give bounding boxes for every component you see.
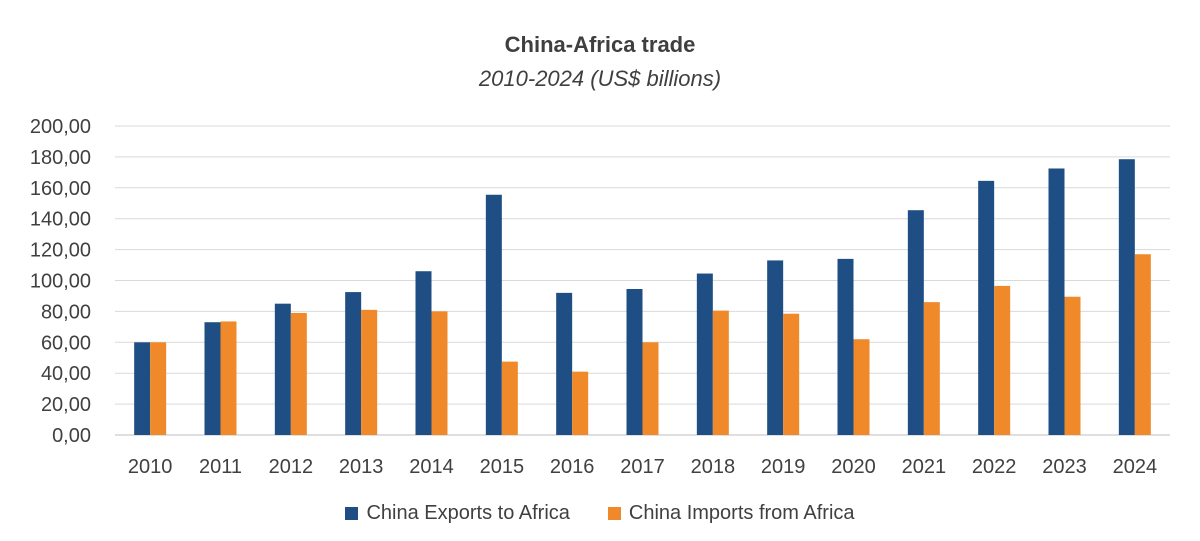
y-tick-label: 120,00 (30, 240, 91, 262)
chart-subtitle: 2010-2024 (US$ billions) (478, 66, 722, 91)
x-tick-label: 2019 (761, 456, 806, 478)
bar-exports (556, 292, 573, 435)
bar-exports (978, 180, 995, 435)
bar-exports (907, 210, 924, 435)
x-tick-label: 2014 (409, 456, 454, 478)
y-tick-label: 20,00 (41, 394, 91, 416)
bar-imports (1134, 254, 1151, 435)
bar-exports (485, 194, 502, 435)
bar-exports (767, 260, 784, 435)
legend-swatch-imports (607, 507, 621, 520)
bar-exports (134, 342, 151, 435)
bar-imports (431, 311, 448, 435)
legend-item-exports: China Exports to Africa (345, 502, 570, 525)
x-tick-label: 2024 (1113, 456, 1158, 478)
x-tick-label: 2022 (972, 456, 1017, 478)
bar-imports (994, 285, 1011, 435)
bar-exports (626, 288, 643, 435)
bar-exports (1048, 168, 1065, 436)
y-tick-label: 40,00 (41, 363, 91, 385)
bar-exports (696, 273, 713, 435)
bar-exports (1118, 159, 1135, 435)
y-tick-label: 160,00 (30, 178, 91, 200)
bar-imports (150, 342, 167, 435)
bar-exports (204, 322, 221, 435)
bar-imports (572, 371, 589, 435)
x-tick-label: 2020 (831, 456, 876, 478)
y-tick-label: 100,00 (30, 271, 91, 293)
bar-exports (415, 271, 432, 435)
bar-imports (290, 312, 307, 435)
chart-title: China-Africa trade (504, 32, 696, 57)
y-tick-label: 140,00 (30, 209, 91, 231)
bar-imports (1064, 296, 1081, 435)
bar-exports (345, 292, 362, 435)
x-tick-label: 2013 (339, 456, 384, 478)
y-tick-label: 80,00 (41, 301, 91, 323)
bar-exports (274, 303, 291, 435)
x-tick-label: 2011 (199, 456, 242, 478)
legend-label-imports: China Imports from Africa (628, 502, 855, 524)
x-tick-label: 2012 (269, 456, 314, 478)
x-tick-label: 2023 (1042, 456, 1087, 478)
x-tick-label: 2010 (128, 456, 173, 478)
bar-exports (837, 258, 854, 435)
x-tick-label: 2015 (480, 456, 525, 478)
legend: China Exports to Africa China Imports fr… (0, 502, 1200, 525)
legend-swatch-exports (345, 507, 359, 520)
bar-imports (361, 309, 378, 435)
bar-imports (712, 310, 729, 435)
bar-imports (501, 361, 518, 435)
bar-imports (923, 302, 940, 435)
x-tick-label: 2016 (550, 456, 595, 478)
legend-item-imports: China Imports from Africa (607, 502, 855, 525)
y-tick-label: 60,00 (41, 332, 91, 354)
legend-label-exports: China Exports to Africa (366, 502, 570, 524)
y-tick-label: 180,00 (30, 147, 91, 169)
bar-imports (642, 342, 659, 435)
bar-imports (783, 313, 800, 435)
bar-imports (220, 321, 237, 435)
bar-imports (853, 339, 870, 435)
y-tick-label: 200,00 (30, 116, 91, 138)
y-tick-label: 0,00 (52, 425, 91, 447)
x-tick-label: 2017 (620, 456, 665, 478)
x-tick-label: 2018 (691, 456, 736, 478)
x-tick-label: 2021 (902, 456, 947, 478)
